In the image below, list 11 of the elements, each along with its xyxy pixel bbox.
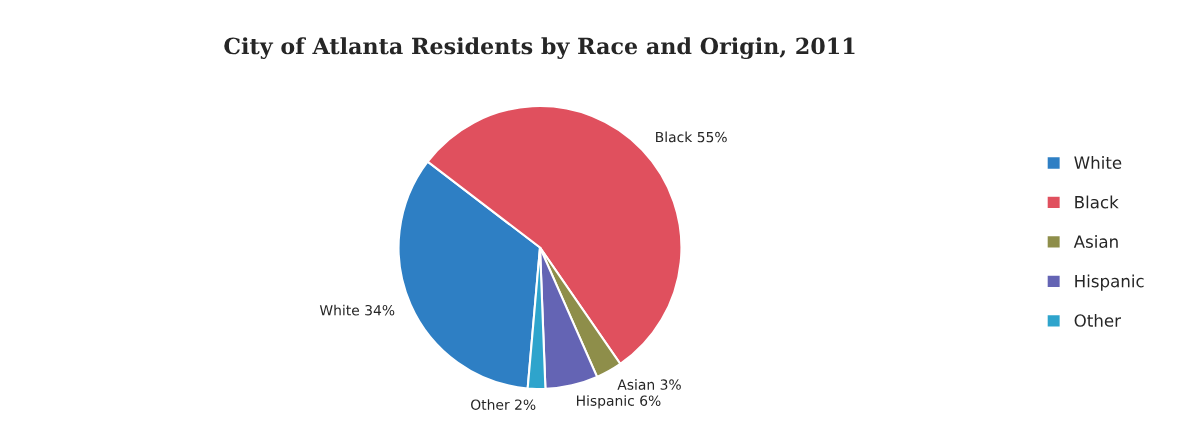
data-label: Hispanic 6%: [577, 395, 661, 409]
data-label: Other 2%: [471, 399, 536, 410]
data-label: Asian 3%: [617, 379, 681, 390]
legend-label: Other: [1074, 313, 1121, 327]
legend-label: Asian: [1073, 235, 1118, 248]
chart-title: City of Atlanta Residents by Race and Origin, 2011: [224, 37, 855, 59]
legend-label: Black: [1075, 195, 1119, 209]
data-label: White 34%: [319, 304, 395, 316]
legend-label: Hispanic: [1075, 274, 1144, 291]
data-label: Black 55%: [656, 131, 727, 143]
legend-label: White: [1074, 156, 1122, 170]
